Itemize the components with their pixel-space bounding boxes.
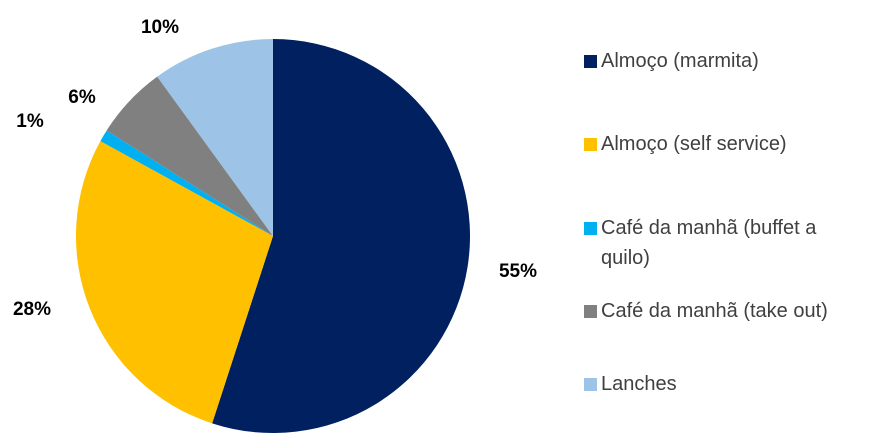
value-label: 55% — [499, 261, 537, 282]
legend-label: Café da manhã (buffet a quilo) — [601, 217, 817, 269]
legend-swatch — [584, 55, 597, 68]
legend-label: Café da manhã (take out) — [601, 300, 828, 322]
value-label: 1% — [16, 111, 44, 132]
legend-label: Almoço (self service) — [601, 133, 787, 155]
pie-slice — [212, 39, 470, 433]
value-label: 28% — [13, 299, 51, 320]
value-label: 10% — [141, 17, 179, 38]
legend-item: Café da manhã (buffet a quilo) — [584, 213, 863, 273]
pie-slice — [106, 76, 274, 236]
legend-item: Café da manhã (take out) — [584, 296, 863, 326]
legend-item: Lanches — [584, 369, 863, 399]
legend-item: Almoço (self service) — [584, 129, 863, 159]
legend-swatch — [584, 378, 597, 391]
pie-slice — [75, 141, 273, 424]
legend-label: Almoço (marmita) — [601, 50, 759, 72]
legend-swatch — [584, 305, 597, 318]
pie-slice — [157, 39, 273, 236]
legend-swatch — [584, 138, 597, 151]
legend-swatch — [584, 222, 597, 235]
legend-label: Lanches — [601, 373, 677, 395]
value-label: 6% — [68, 87, 96, 108]
legend-item: Almoço (marmita) — [584, 46, 863, 76]
pie-slice — [100, 130, 273, 236]
